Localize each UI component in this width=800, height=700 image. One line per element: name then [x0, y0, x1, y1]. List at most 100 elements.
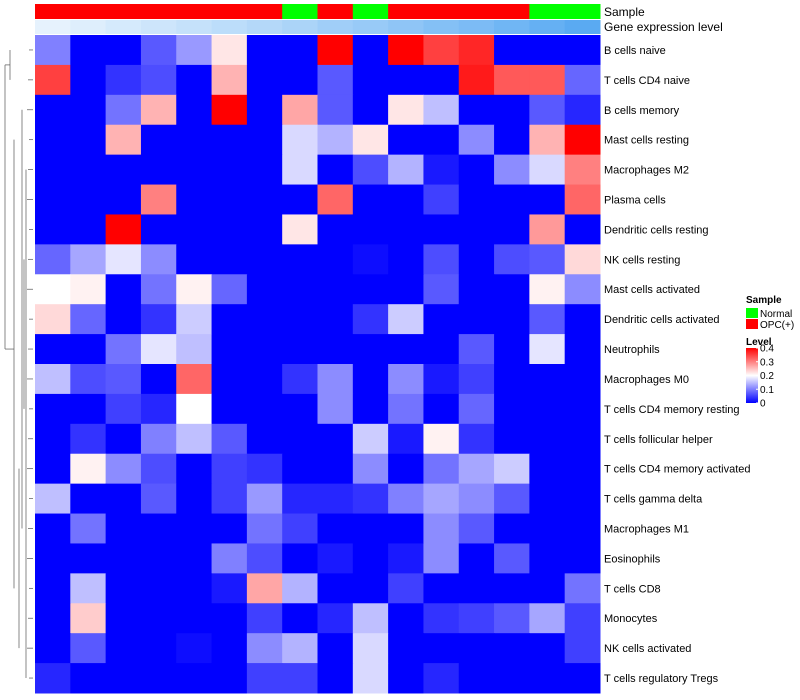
- heatmap-cell: [70, 94, 107, 126]
- heatmap-cell: [70, 184, 107, 215]
- heatmap-cell: [388, 154, 424, 186]
- heatmap-cell: [211, 304, 248, 335]
- heatmap-cell: [388, 453, 424, 485]
- heatmap-cell: [529, 334, 566, 365]
- heatmap-cell: [70, 364, 107, 395]
- heatmap-cell: [564, 244, 601, 275]
- heatmap-cell: [564, 364, 601, 395]
- heatmap-cell: [211, 663, 248, 694]
- heatmap-cell: [458, 573, 495, 604]
- heatmap-cell: [423, 364, 460, 395]
- heatmap-cell: [35, 154, 71, 186]
- heatmap-cell: [494, 304, 530, 335]
- gene-expression-annotation-cell: [176, 20, 213, 34]
- heatmap-cell: [423, 154, 460, 186]
- heatmap-cell: [282, 663, 318, 694]
- sample-annotation-cell: [458, 4, 495, 19]
- heatmap-cell: [458, 35, 495, 66]
- heatmap-cell: [176, 453, 213, 485]
- heatmap-cell: [458, 124, 495, 156]
- row-label: Dendritic cells resting: [604, 224, 709, 236]
- row-label: Dendritic cells activated: [604, 314, 720, 326]
- heatmap-cell: [388, 663, 424, 694]
- heatmap-cell: [70, 334, 107, 365]
- row-label: Eosinophils: [604, 553, 661, 565]
- heatmap-cell: [176, 513, 213, 544]
- heatmap-cell: [105, 513, 142, 544]
- heatmap-cell: [176, 543, 213, 574]
- heatmap-cell: [282, 393, 318, 425]
- heatmap-cell: [105, 663, 142, 694]
- heatmap-cell: [494, 184, 530, 215]
- heatmap-cell: [35, 124, 71, 156]
- heatmap-cell: [176, 334, 213, 365]
- heatmap-cell: [458, 513, 495, 544]
- level-legend-ticks: 0.4 0.3 0.2 0.1 0: [756, 344, 774, 410]
- heatmap-cell: [282, 244, 318, 275]
- row-label: T cells CD4 memory activated: [604, 464, 751, 476]
- heatmap-cell: [282, 633, 318, 664]
- heatmap-cell: [35, 573, 71, 604]
- heatmap-cell: [352, 35, 389, 66]
- heatmap-cell: [423, 663, 460, 694]
- gene-expression-annotation-cell: [105, 20, 142, 34]
- heatmap-cell: [529, 35, 566, 66]
- heatmap-cell: [282, 364, 318, 395]
- heatmap-cell: [246, 214, 283, 245]
- heatmap-cell: [529, 94, 566, 126]
- sample-annotation-cell: [564, 4, 601, 19]
- heatmap-cell: [317, 603, 354, 634]
- heatmap-cell: [105, 154, 142, 186]
- heatmap-cell: [70, 304, 107, 335]
- heatmap-cell: [529, 543, 566, 574]
- heatmap-cell: [317, 663, 354, 694]
- heatmap-cell: [529, 274, 566, 305]
- heatmap-cell: [176, 184, 213, 215]
- heatmap-cell: [282, 154, 318, 186]
- heatmap-cell: [352, 124, 389, 156]
- heatmap-cell: [317, 334, 354, 365]
- heatmap-cell: [564, 633, 601, 664]
- heatmap-cell: [529, 663, 566, 694]
- heatmap-cell: [352, 364, 389, 395]
- row-label: NK cells activated: [604, 643, 691, 655]
- heatmap-cell: [352, 453, 389, 485]
- heatmap-cell: [388, 543, 424, 574]
- row-label: Macrophages M2: [604, 165, 689, 177]
- heatmap-cell: [282, 423, 318, 455]
- heatmap-cell: [564, 513, 601, 544]
- heatmap-cell: [211, 274, 248, 305]
- annotation-labels: Sample Gene expression level: [604, 5, 723, 34]
- heatmap-cell: [176, 35, 213, 66]
- row-label: B cells naive: [604, 45, 666, 57]
- heatmap-cell: [282, 334, 318, 365]
- heatmap-cell: [105, 573, 142, 604]
- heatmap-cell: [105, 184, 142, 215]
- heatmap-cell: [246, 244, 283, 275]
- heatmap-cell: [140, 513, 177, 544]
- row-label: NK cells resting: [604, 254, 680, 266]
- heatmap-cell: [352, 483, 389, 515]
- row-label: T cells follicular helper: [604, 434, 713, 446]
- heatmap-cell: [70, 453, 107, 485]
- heatmap-cell: [423, 573, 460, 604]
- heatmap-cell: [282, 64, 318, 96]
- heatmap-cell: [352, 274, 389, 305]
- heatmap-cell: [176, 214, 213, 245]
- heatmap-cell: [458, 304, 495, 335]
- heatmap-cell: [423, 124, 460, 156]
- heatmap-cell: [529, 64, 566, 96]
- heatmap-cell: [35, 214, 71, 245]
- gene-expression-annotation-cell: [211, 20, 248, 34]
- heatmap-cell: [529, 154, 566, 186]
- gene-expression-annotation-cell: [352, 20, 389, 34]
- heatmap-cells: [35, 35, 601, 694]
- row-label: T cells CD4 memory resting: [604, 404, 740, 416]
- level-legend-tick-label: 0.2: [760, 371, 774, 382]
- heatmap-cell: [140, 274, 177, 305]
- heatmap-cell: [35, 423, 71, 455]
- heatmap-cell: [35, 64, 71, 96]
- heatmap-cell: [529, 603, 566, 634]
- row-label: Mast cells activated: [604, 284, 700, 296]
